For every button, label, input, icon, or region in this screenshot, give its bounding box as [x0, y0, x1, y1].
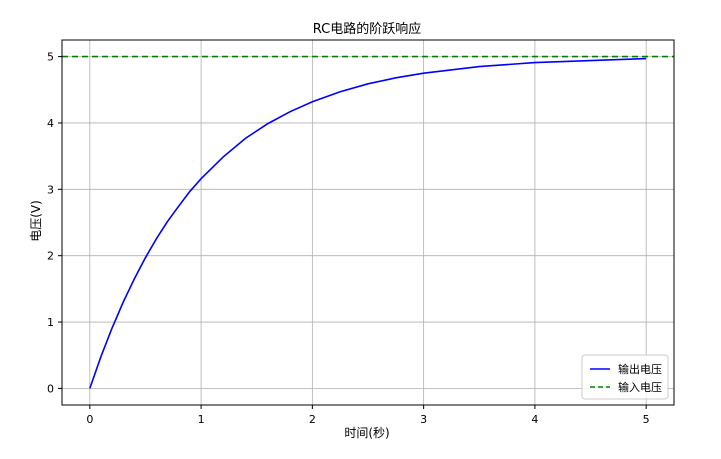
y-tick-label: 2: [47, 250, 54, 263]
series-lines: [62, 55, 674, 389]
grid-lines: [62, 40, 674, 405]
y-axis-label: 电压(V): [29, 200, 43, 242]
y-tick-label: 5: [47, 51, 54, 64]
x-tick-label: 4: [531, 413, 538, 426]
series-line-output: [89, 57, 647, 389]
legend-label-output: 输出电压: [618, 362, 662, 376]
x-tick-label: 2: [309, 413, 316, 426]
legend: 输出电压 输入电压: [581, 354, 669, 400]
axis-ticks: 0 1 2 3 4 5 0 1 2 3 4 5: [47, 51, 650, 426]
x-tick-label: 0: [86, 413, 93, 426]
legend-box: [581, 354, 669, 400]
y-tick-label: 3: [47, 183, 54, 196]
y-tick-label: 1: [47, 316, 54, 329]
x-tick-label: 5: [643, 413, 650, 426]
plot-frame: [61, 39, 675, 406]
y-tick-label: 0: [47, 382, 54, 395]
chart-title: RC电路的阶跃响应: [313, 21, 421, 37]
x-tick-label: 3: [420, 413, 427, 426]
legend-label-input: 输入电压: [618, 380, 662, 394]
y-tick-label: 4: [47, 117, 54, 130]
x-axis-label: 时间(秒): [344, 426, 389, 440]
x-tick-label: 1: [198, 413, 205, 426]
